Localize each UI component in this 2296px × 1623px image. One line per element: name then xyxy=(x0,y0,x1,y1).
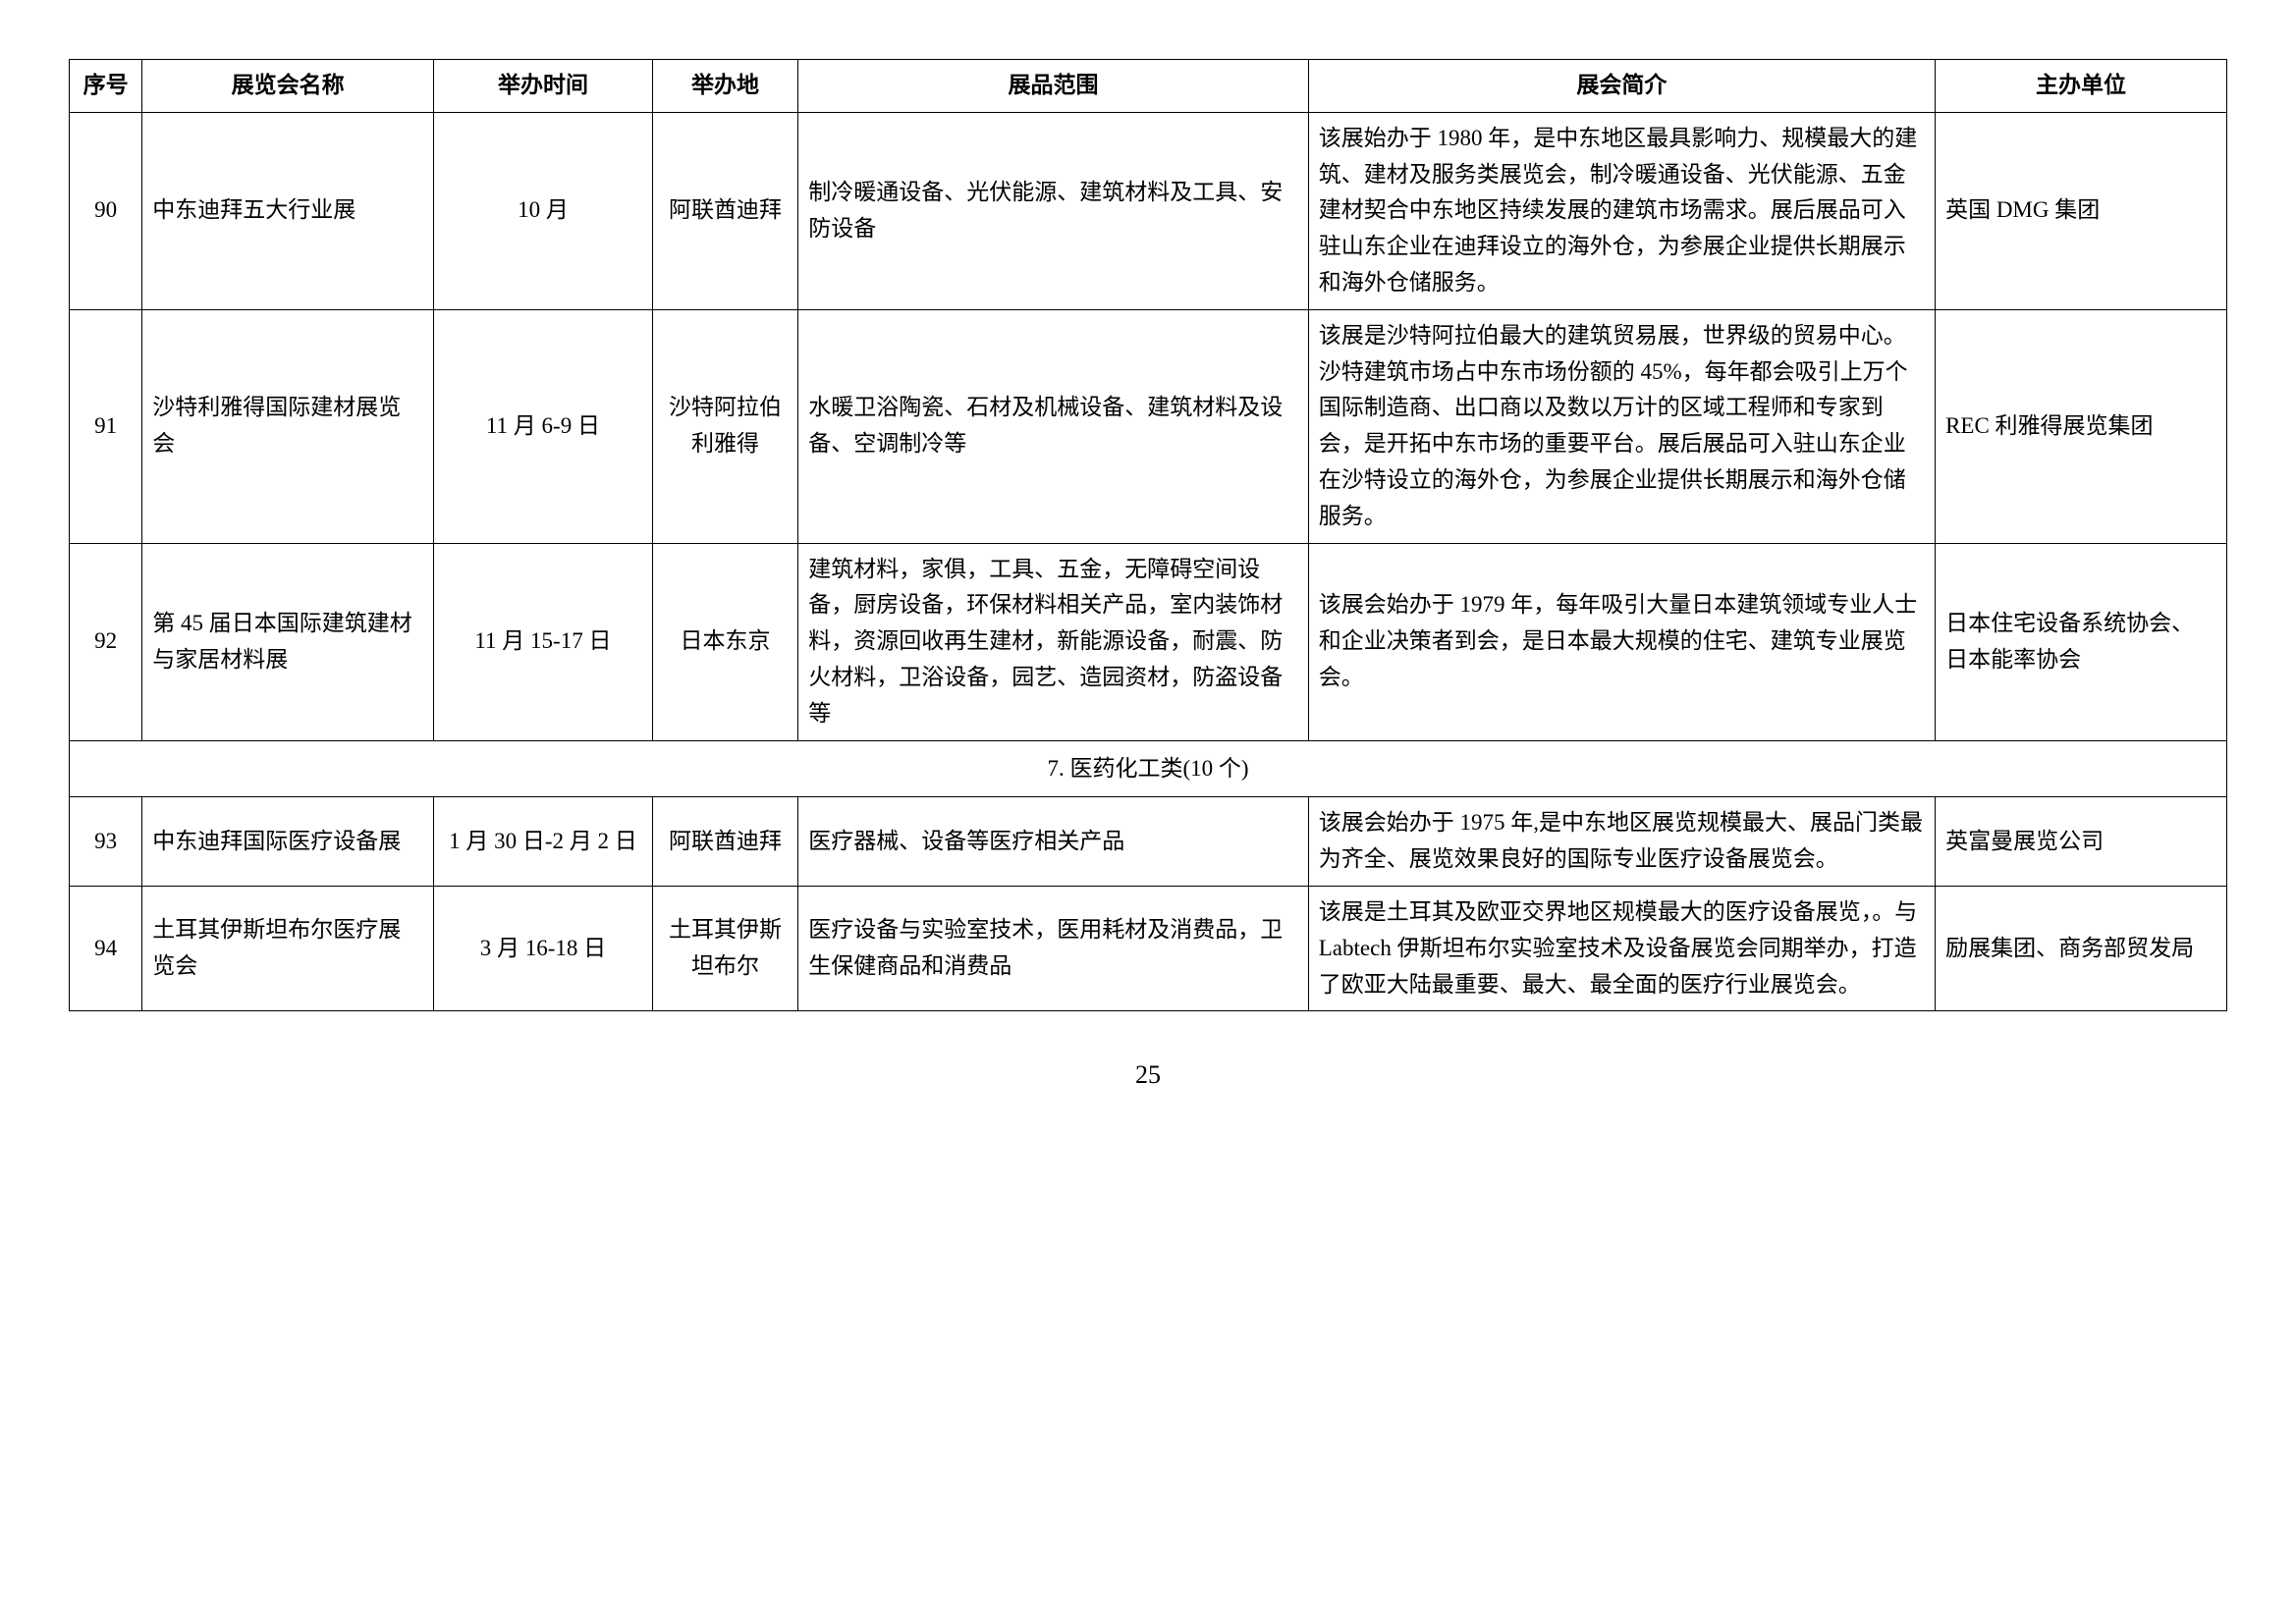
section-row: 7. 医药化工类(10 个) xyxy=(70,740,2227,797)
cell-scope: 医疗设备与实验室技术，医用耗材及消费品，卫生保健商品和消费品 xyxy=(798,886,1309,1010)
table-header-row: 序号 展览会名称 举办时间 举办地 展品范围 展会简介 主办单位 xyxy=(70,60,2227,113)
header-intro: 展会简介 xyxy=(1308,60,1935,113)
header-place: 举办地 xyxy=(652,60,797,113)
cell-name: 中东迪拜五大行业展 xyxy=(142,112,434,309)
cell-name: 土耳其伊斯坦布尔医疗展览会 xyxy=(142,886,434,1010)
cell-time: 11 月 15-17 日 xyxy=(434,543,653,740)
document-page: 序号 展览会名称 举办时间 举办地 展品范围 展会简介 主办单位 90 中东迪拜… xyxy=(69,59,2227,1090)
cell-intro: 该展会始办于 1979 年，每年吸引大量日本建筑领域专业人士和企业决策者到会，是… xyxy=(1308,543,1935,740)
cell-org: 日本住宅设备系统协会、日本能率协会 xyxy=(1936,543,2227,740)
table-row: 93 中东迪拜国际医疗设备展 1 月 30 日-2 月 2 日 阿联酋迪拜 医疗… xyxy=(70,797,2227,887)
exhibition-table: 序号 展览会名称 举办时间 举办地 展品范围 展会简介 主办单位 90 中东迪拜… xyxy=(69,59,2227,1011)
table-row: 90 中东迪拜五大行业展 10 月 阿联酋迪拜 制冷暖通设备、光伏能源、建筑材料… xyxy=(70,112,2227,309)
cell-place: 阿联酋迪拜 xyxy=(652,797,797,887)
cell-scope: 医疗器械、设备等医疗相关产品 xyxy=(798,797,1309,887)
cell-place: 沙特阿拉伯利雅得 xyxy=(652,309,797,543)
cell-intro: 该展会始办于 1975 年,是中东地区展览规模最大、展品门类最为齐全、展览效果良… xyxy=(1308,797,1935,887)
table-row: 91 沙特利雅得国际建材展览会 11 月 6-9 日 沙特阿拉伯利雅得 水暖卫浴… xyxy=(70,309,2227,543)
section-title: 7. 医药化工类(10 个) xyxy=(70,740,2227,797)
cell-time: 3 月 16-18 日 xyxy=(434,886,653,1010)
header-name: 展览会名称 xyxy=(142,60,434,113)
cell-org: 英富曼展览公司 xyxy=(1936,797,2227,887)
cell-place: 土耳其伊斯坦布尔 xyxy=(652,886,797,1010)
cell-seq: 94 xyxy=(70,886,142,1010)
cell-name: 中东迪拜国际医疗设备展 xyxy=(142,797,434,887)
cell-seq: 90 xyxy=(70,112,142,309)
header-time: 举办时间 xyxy=(434,60,653,113)
table-row: 92 第 45 届日本国际建筑建材与家居材料展 11 月 15-17 日 日本东… xyxy=(70,543,2227,740)
cell-name: 沙特利雅得国际建材展览会 xyxy=(142,309,434,543)
cell-intro: 该展始办于 1980 年，是中东地区最具影响力、规模最大的建筑、建材及服务类展览… xyxy=(1308,112,1935,309)
header-seq: 序号 xyxy=(70,60,142,113)
cell-seq: 92 xyxy=(70,543,142,740)
cell-intro: 该展是沙特阿拉伯最大的建筑贸易展，世界级的贸易中心。沙特建筑市场占中东市场份额的… xyxy=(1308,309,1935,543)
cell-place: 日本东京 xyxy=(652,543,797,740)
cell-seq: 91 xyxy=(70,309,142,543)
cell-time: 11 月 6-9 日 xyxy=(434,309,653,543)
table-row: 94 土耳其伊斯坦布尔医疗展览会 3 月 16-18 日 土耳其伊斯坦布尔 医疗… xyxy=(70,886,2227,1010)
cell-org: 励展集团、商务部贸发局 xyxy=(1936,886,2227,1010)
page-number: 25 xyxy=(69,1060,2227,1090)
cell-seq: 93 xyxy=(70,797,142,887)
cell-scope: 水暖卫浴陶瓷、石材及机械设备、建筑材料及设备、空调制冷等 xyxy=(798,309,1309,543)
cell-scope: 建筑材料，家俱，工具、五金，无障碍空间设备，厨房设备，环保材料相关产品，室内装饰… xyxy=(798,543,1309,740)
cell-intro: 该展是土耳其及欧亚交界地区规模最大的医疗设备展览，。与 Labtech 伊斯坦布… xyxy=(1308,886,1935,1010)
cell-org: 英国 DMG 集团 xyxy=(1936,112,2227,309)
cell-time: 1 月 30 日-2 月 2 日 xyxy=(434,797,653,887)
cell-name: 第 45 届日本国际建筑建材与家居材料展 xyxy=(142,543,434,740)
header-org: 主办单位 xyxy=(1936,60,2227,113)
cell-place: 阿联酋迪拜 xyxy=(652,112,797,309)
cell-scope: 制冷暖通设备、光伏能源、建筑材料及工具、安防设备 xyxy=(798,112,1309,309)
header-scope: 展品范围 xyxy=(798,60,1309,113)
cell-time: 10 月 xyxy=(434,112,653,309)
cell-org: REC 利雅得展览集团 xyxy=(1936,309,2227,543)
